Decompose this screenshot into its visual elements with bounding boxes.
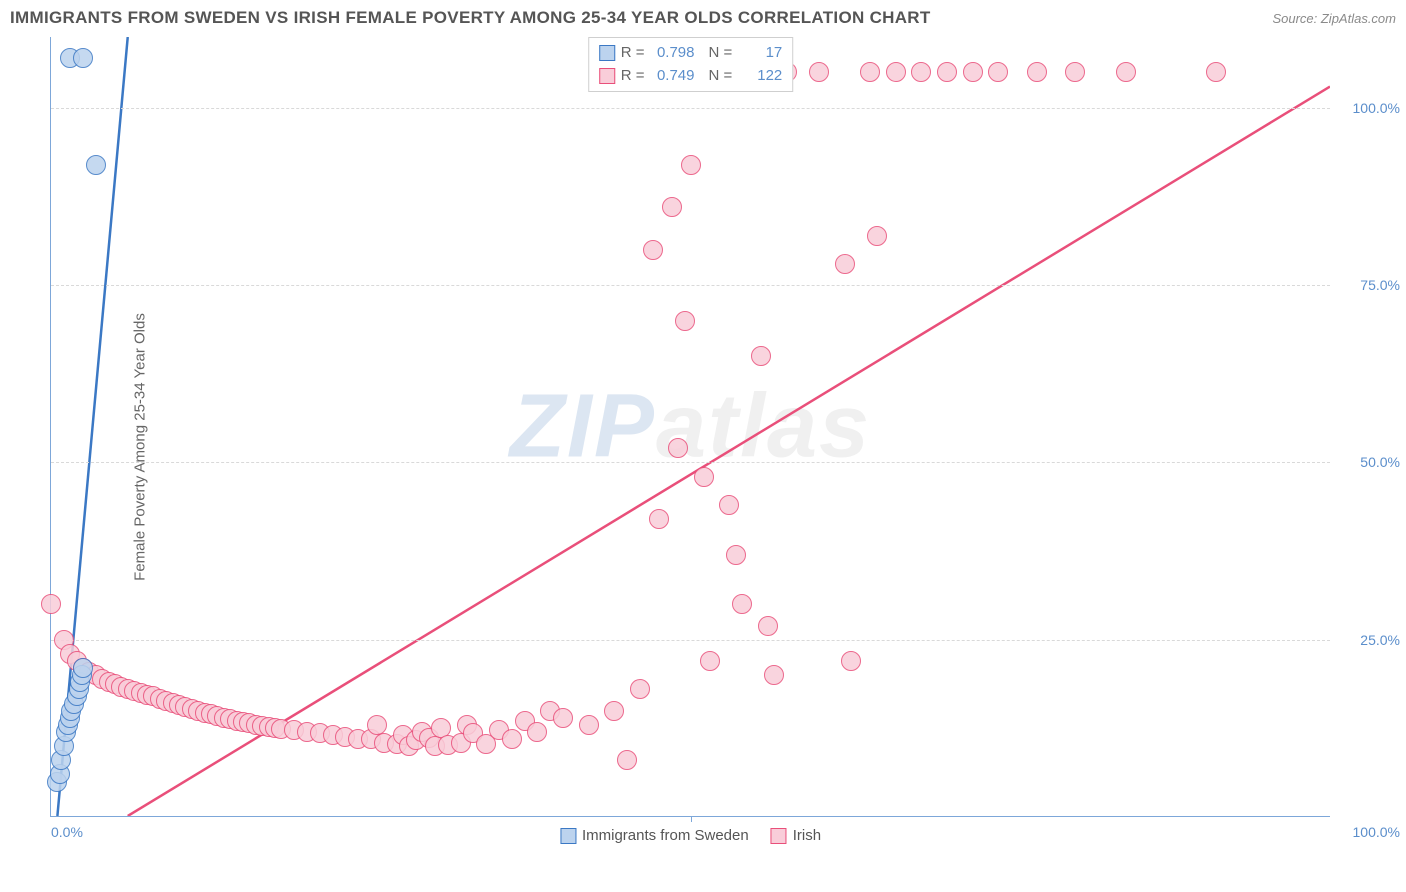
data-point bbox=[719, 495, 739, 515]
legend-swatch-icon bbox=[560, 828, 576, 844]
chart-header: IMMIGRANTS FROM SWEDEN VS IRISH FEMALE P… bbox=[0, 0, 1406, 32]
y-tick-label: 50.0% bbox=[1340, 454, 1400, 470]
legend-swatch-icon bbox=[771, 828, 787, 844]
plot-area: ZIPatlas R = 0.798 N = 17 R = 0.749 N = … bbox=[50, 37, 1330, 817]
chart-source: Source: ZipAtlas.com bbox=[1272, 11, 1396, 26]
data-point bbox=[527, 722, 547, 742]
gridline-h bbox=[51, 108, 1330, 109]
data-point bbox=[73, 658, 93, 678]
data-point bbox=[886, 62, 906, 82]
data-point bbox=[617, 750, 637, 770]
legend-item-sweden: Immigrants from Sweden bbox=[560, 827, 749, 844]
x-tick-mark bbox=[691, 816, 692, 822]
data-point bbox=[867, 226, 887, 246]
gridline-h bbox=[51, 462, 1330, 463]
data-point bbox=[1116, 62, 1136, 82]
data-point bbox=[649, 509, 669, 529]
data-point bbox=[662, 197, 682, 217]
data-point bbox=[1027, 62, 1047, 82]
chart-title: IMMIGRANTS FROM SWEDEN VS IRISH FEMALE P… bbox=[10, 8, 931, 28]
data-point bbox=[809, 62, 829, 82]
correlation-legend: R = 0.798 N = 17 R = 0.749 N = 122 bbox=[588, 37, 794, 92]
data-point bbox=[911, 62, 931, 82]
data-point bbox=[681, 155, 701, 175]
chart-container: Female Poverty Among 25-34 Year Olds ZIP… bbox=[0, 32, 1406, 862]
data-point bbox=[751, 346, 771, 366]
data-point bbox=[726, 545, 746, 565]
data-point bbox=[732, 594, 752, 614]
data-point bbox=[668, 438, 688, 458]
gridline-h bbox=[51, 285, 1330, 286]
y-tick-label: 25.0% bbox=[1340, 632, 1400, 648]
x-tick-label: 0.0% bbox=[51, 824, 83, 840]
legend-row-irish: R = 0.749 N = 122 bbox=[599, 65, 783, 88]
data-point bbox=[579, 715, 599, 735]
series-legend: Immigrants from Sweden Irish bbox=[560, 827, 821, 844]
x-tick-label: 100.0% bbox=[1353, 824, 1400, 840]
gridline-h bbox=[51, 640, 1330, 641]
legend-swatch-sweden bbox=[599, 45, 615, 61]
data-point bbox=[643, 240, 663, 260]
trendline bbox=[128, 87, 1330, 816]
data-point bbox=[502, 729, 522, 749]
data-point bbox=[963, 62, 983, 82]
legend-item-irish: Irish bbox=[771, 827, 821, 844]
data-point bbox=[1065, 62, 1085, 82]
data-point bbox=[860, 62, 880, 82]
y-tick-label: 100.0% bbox=[1340, 100, 1400, 116]
y-tick-label: 75.0% bbox=[1340, 277, 1400, 293]
data-point bbox=[86, 155, 106, 175]
data-point bbox=[700, 651, 720, 671]
legend-row-sweden: R = 0.798 N = 17 bbox=[599, 42, 783, 65]
data-point bbox=[835, 254, 855, 274]
data-point bbox=[694, 467, 714, 487]
data-point bbox=[988, 62, 1008, 82]
data-point bbox=[630, 679, 650, 699]
data-point bbox=[553, 708, 573, 728]
data-point bbox=[758, 616, 778, 636]
data-point bbox=[675, 311, 695, 331]
data-point bbox=[41, 594, 61, 614]
data-point bbox=[604, 701, 624, 721]
legend-swatch-irish bbox=[599, 68, 615, 84]
data-point bbox=[764, 665, 784, 685]
data-point bbox=[841, 651, 861, 671]
data-point bbox=[73, 48, 93, 68]
data-point bbox=[1206, 62, 1226, 82]
data-point bbox=[937, 62, 957, 82]
